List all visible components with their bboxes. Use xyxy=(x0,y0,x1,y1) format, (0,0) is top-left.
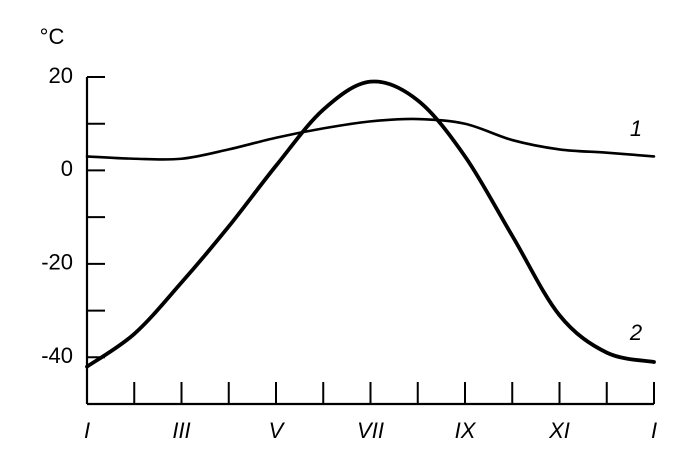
x-tick-label: III xyxy=(172,418,190,443)
y-tick-label: -40 xyxy=(41,343,73,368)
y-tick-label: -20 xyxy=(41,250,73,275)
series-label: 1 xyxy=(630,116,642,141)
y-tick-label: 20 xyxy=(49,63,73,88)
y-tick-label: 0 xyxy=(61,156,73,181)
line-series xyxy=(85,117,656,161)
series-label: 2 xyxy=(629,320,642,345)
x-tick-label: I xyxy=(651,418,657,443)
x-tick-label: XI xyxy=(548,418,570,443)
x-tick-label: VII xyxy=(357,418,384,443)
x-tick-label: V xyxy=(269,418,286,443)
x-tick-label: IX xyxy=(455,418,477,443)
y-axis-label: °C xyxy=(40,24,65,49)
x-tick-label: I xyxy=(84,418,90,443)
line-series xyxy=(85,79,656,369)
